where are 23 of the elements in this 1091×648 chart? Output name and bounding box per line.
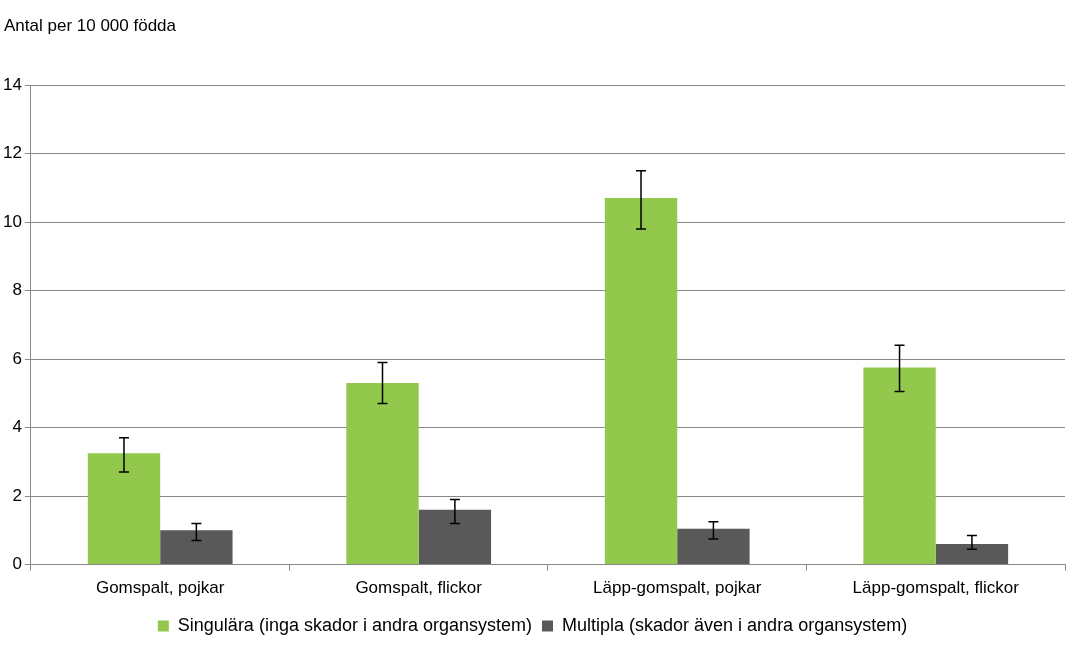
- bar: [87, 453, 161, 565]
- y-tick-label: 0: [12, 554, 22, 574]
- y-tick-label: 14: [2, 74, 22, 94]
- bar: [346, 383, 419, 565]
- y-tick-label: 2: [12, 485, 22, 505]
- y-axis-title: Antal per 10 000 födda: [4, 15, 178, 37]
- legend-label: Multipla (skador även i andra organsystem): [562, 614, 908, 635]
- x-tick-label: Läpp-gomspalt, flickor: [852, 578, 1020, 598]
- bar: [677, 528, 750, 565]
- bar: [418, 509, 492, 565]
- bar: [604, 198, 678, 565]
- y-tick-label: 4: [12, 417, 22, 437]
- y-tick-label: 10: [2, 211, 22, 231]
- x-tick-label: Gomspalt, pojkar: [95, 578, 225, 598]
- legend-label: Singulära (inga skador i andra organsystem): [177, 614, 533, 635]
- bar: [935, 544, 1009, 565]
- x-tick-label: Gomspalt, flickor: [355, 578, 483, 598]
- y-tick-label: 12: [2, 143, 22, 163]
- bar: [160, 530, 233, 565]
- y-tick-label: 8: [12, 280, 22, 300]
- bar: [863, 367, 936, 565]
- y-tick-label: 6: [12, 348, 22, 368]
- x-tick-label: Läpp-gomspalt, pojkar: [593, 578, 762, 598]
